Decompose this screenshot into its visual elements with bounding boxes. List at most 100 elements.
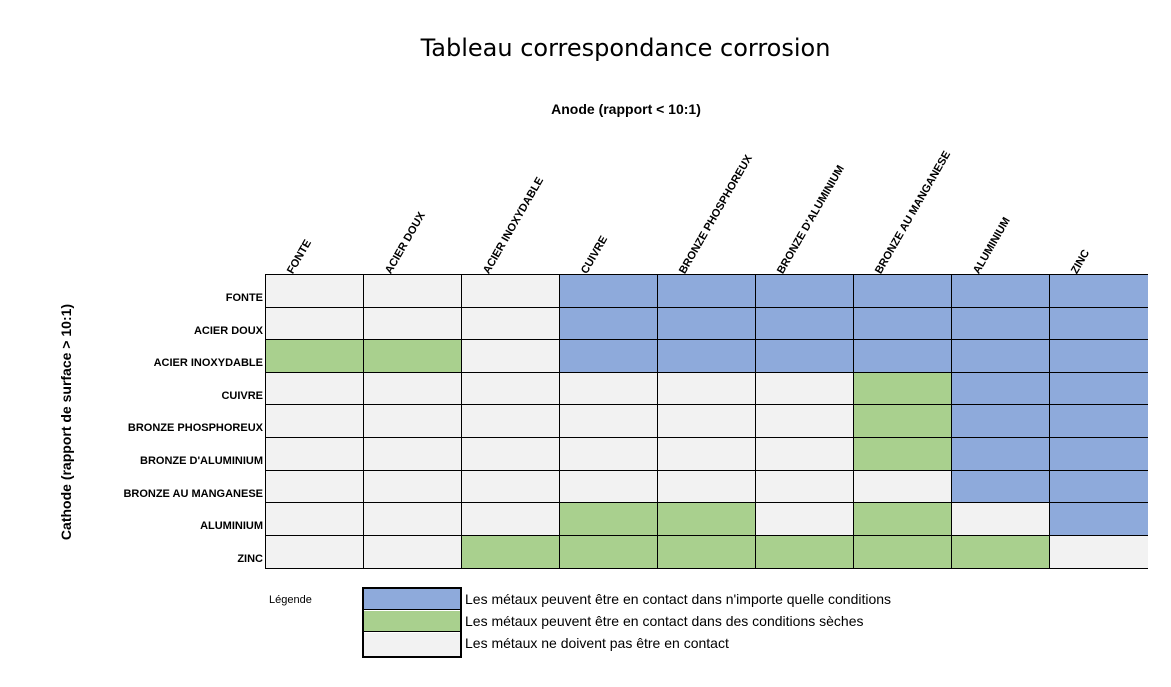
matrix-cell [364,275,462,308]
matrix-cell [364,307,462,341]
matrix-cell [462,275,560,308]
matrix-cell [1050,503,1148,536]
matrix-cell [756,405,854,438]
matrix-cell [266,275,364,308]
matrix-cell [854,535,952,569]
matrix-cell [266,503,364,536]
matrix-cell [952,275,1050,308]
matrix-cell [854,437,952,471]
matrix-cell [952,437,1050,471]
matrix-cell [854,340,952,373]
matrix-cell [952,307,1050,341]
matrix-cell [364,503,462,536]
matrix-cell [560,470,658,504]
matrix-cell [756,437,854,471]
matrix-cell [658,503,756,536]
matrix-cell [658,470,756,504]
matrix-cell [854,275,952,308]
column-label: ZINC [1069,247,1093,276]
matrix-cell [756,307,854,341]
row-label: BRONZE D'ALUMINIUM [140,455,263,467]
legend-label: Les métaux ne doivent pas être en contac… [465,635,729,651]
matrix-cell [266,470,364,504]
matrix-cell [952,503,1050,536]
matrix-cell [560,437,658,471]
matrix-cell [1050,405,1148,438]
matrix-cell [462,470,560,504]
matrix-cell [560,405,658,438]
matrix-cell [266,535,364,569]
matrix-cell [462,437,560,471]
matrix-cell [462,535,560,569]
matrix-cell [658,535,756,569]
matrix-cell [952,340,1050,373]
matrix-cell [1050,437,1148,471]
matrix-cell [658,307,756,341]
matrix-cell [756,503,854,536]
matrix-cell [952,405,1050,438]
matrix-cell [266,372,364,406]
row-label: BRONZE AU MANGANESE [123,487,263,500]
matrix-cell [560,535,658,569]
matrix-cell [658,372,756,406]
matrix-cell [952,470,1050,504]
matrix-cell [560,275,658,308]
matrix-cell [266,437,364,471]
matrix-cell [756,470,854,504]
matrix-cell [560,307,658,341]
chart-title: Tableau correspondance corrosion [420,34,831,62]
matrix-cell [658,340,756,373]
column-label: ACIER DOUX [383,210,428,276]
column-label: CUIVRE [579,234,611,276]
matrix-cell [658,437,756,471]
legend-title: Légende [269,594,312,606]
matrix-cell [1050,307,1148,341]
matrix-cell [1050,372,1148,406]
legend-label: Les métaux peuvent être en contact dans … [465,591,892,607]
matrix-cell [756,340,854,373]
row-label: FONTE [225,292,263,304]
matrix-cell [462,503,560,536]
column-label: ACIER INOXYDABLE [481,175,547,276]
column-label: BRONZE D'ALUMINIUM [775,163,847,276]
matrix-cell [952,535,1050,569]
matrix-cell [854,372,952,406]
matrix-cell [658,275,756,308]
row-label: ACIER DOUX [193,324,263,337]
matrix-cell [364,437,462,471]
matrix-cell [854,470,952,504]
matrix-cell [1050,275,1148,308]
matrix-cell [266,340,364,373]
matrix-cell [854,405,952,438]
y-axis-label: Cathode (rapport de surface > 10:1) [58,303,74,541]
matrix-cell [364,535,462,569]
legend-swatches [362,587,462,658]
row-label: ALUMINIUM [200,520,263,533]
legend-swatch [364,611,460,632]
matrix-cell [854,307,952,341]
matrix-cell [462,307,560,341]
matrix-cell [1050,535,1148,569]
column-label: ALUMINIUM [971,215,1013,276]
matrix-cell [756,275,854,308]
row-label: BRONZE PHOSPHOREUX [127,422,263,435]
matrix-cell [560,340,658,373]
row-label: CUIVRE [221,389,263,402]
column-label: FONTE [285,237,315,276]
corrosion-matrix [265,274,1148,569]
matrix-cell [364,372,462,406]
x-axis-label: Anode (rapport < 10:1) [551,101,701,117]
legend-swatch [364,589,460,610]
matrix-cell [364,470,462,504]
column-label: BRONZE PHOSPHOREUX [677,153,755,276]
matrix-cell [952,372,1050,406]
matrix-cell [560,503,658,536]
row-label: ZINC [237,552,263,565]
matrix-cell [1050,470,1148,504]
matrix-cell [854,503,952,536]
matrix-cell [462,405,560,438]
column-label: BRONZE AU MANGANESE [873,149,954,276]
matrix-cell [756,372,854,406]
matrix-cell [756,535,854,569]
matrix-cell [560,372,658,406]
